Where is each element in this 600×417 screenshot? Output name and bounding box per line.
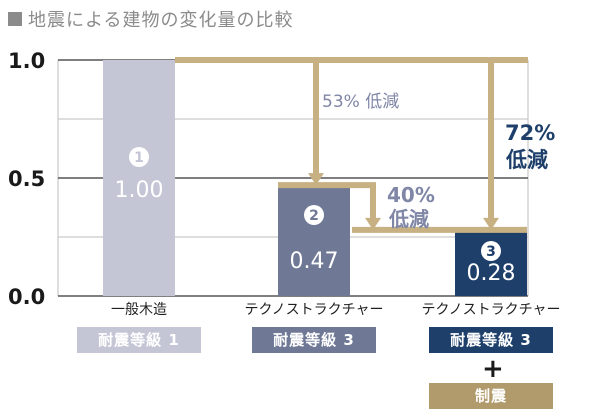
- marker-circle-1: [129, 147, 149, 167]
- annotation-40-label: 低減: [388, 207, 429, 231]
- plus-sign: +: [482, 354, 504, 384]
- ytick-label: 0.0: [8, 285, 45, 309]
- title-square-icon: [8, 12, 22, 26]
- annotation-72-label: 低減: [505, 148, 548, 172]
- category-label-1: 一般木造: [111, 302, 167, 318]
- ytick-label: 1.0: [8, 49, 45, 73]
- value-label-1: 1.00: [115, 178, 164, 203]
- category-label-2: テクノストラクチャー: [244, 302, 383, 318]
- bar-2: [278, 185, 350, 296]
- annotation-72-percent: 72%: [505, 121, 555, 145]
- bar-3: [455, 229, 527, 296]
- chart-title-text: 地震による建物の変化量の比較: [28, 10, 294, 31]
- bar-1: [103, 60, 175, 296]
- value-label-3: 0.28: [467, 261, 516, 286]
- badge-seismic-grade-3-damping: 耐震等級 3: [429, 327, 553, 353]
- marker-circle-3: [481, 241, 501, 261]
- arrow-53-head-icon: [308, 173, 324, 186]
- marker-number-3: 3: [486, 244, 496, 260]
- badge-damping: 制震: [429, 383, 553, 409]
- value-label-2: 0.47: [290, 249, 339, 274]
- chart-title: 地震による建物の変化量の比較: [8, 6, 293, 32]
- badge-seismic-grade-1: 耐震等級 1: [77, 327, 201, 353]
- arrow-40-head-icon: [365, 217, 381, 230]
- category-label-3: テクノストラクチャー: [421, 302, 560, 318]
- marker-number-1: 1: [134, 150, 144, 166]
- annotation-53: 53% 低減: [322, 92, 399, 112]
- marker-number-2: 2: [309, 208, 319, 224]
- badge-seismic-grade-3: 耐震等級 3: [252, 327, 376, 353]
- ytick-label: 0.5: [8, 167, 45, 191]
- arrow-72-head-icon: [483, 217, 499, 230]
- marker-circle-2: [304, 205, 324, 225]
- annotation-40-percent: 40%: [387, 183, 435, 207]
